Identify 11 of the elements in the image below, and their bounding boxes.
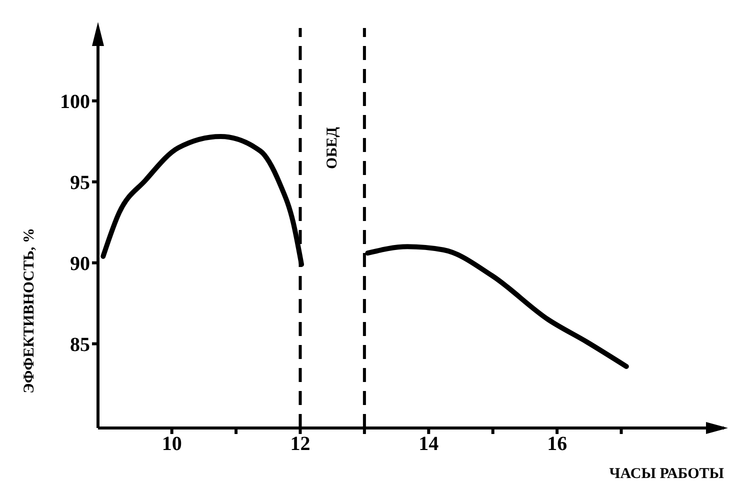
x-tick-label: 14 (418, 433, 439, 456)
x-tick-label: 10 (162, 433, 182, 456)
y-tick-label: 95 (70, 172, 90, 194)
x-tick-label: 12 (290, 433, 310, 456)
y-tick-label: 100 (60, 90, 90, 113)
x-tick-label: 16 (547, 433, 568, 456)
x-axis-title: ЧАСЫ РАБОТЫ (609, 466, 724, 482)
y-axis-title: ЭФФЕКТИВНОСТЬ, % (21, 228, 38, 394)
annotation: ОБЕД (324, 126, 340, 169)
y-tick-label: 85 (70, 334, 90, 356)
y-tick-label: 90 (70, 252, 90, 275)
